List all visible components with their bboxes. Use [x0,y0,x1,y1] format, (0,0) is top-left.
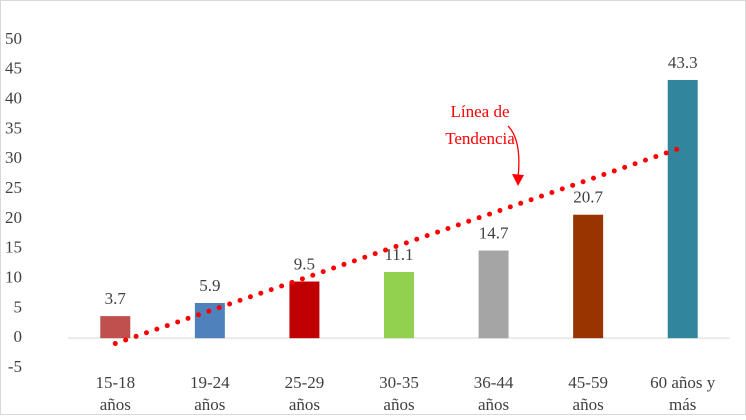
bar [100,316,131,339]
trendline [112,146,681,347]
y-tick-label: 10 [5,267,22,286]
y-tick-label: 0 [14,327,23,346]
bar [289,281,320,339]
x-tick-label: años [573,395,604,414]
x-tick-label: 25-29 [285,373,325,392]
bar [384,271,414,339]
y-tick-label: 35 [5,118,22,137]
value-label: 14.7 [479,223,509,242]
y-tick-label: 50 [5,29,22,48]
y-tick-label: 45 [5,59,22,78]
y-tick-label: 40 [5,89,22,108]
value-label: 43.3 [668,53,698,72]
x-tick-label: años [194,395,225,414]
x-tick-label: 60 años y [650,373,716,392]
x-tick-label: años [100,395,131,414]
bar [478,250,509,339]
trendline-arrowhead [512,174,524,186]
x-tick-label: años [383,395,414,414]
x-tick-label: años [289,395,320,414]
value-label: 9.5 [294,254,315,273]
value-label: 11.1 [384,245,413,264]
x-tick-label: 19-24 [190,373,230,392]
y-tick-label: 25 [5,178,22,197]
x-tick-label: 36-44 [474,373,514,392]
value-label: 5.9 [199,276,220,295]
trendline-label: Tendencia [445,129,515,148]
x-tick-label: más [669,395,696,414]
trendline-arrow [507,125,520,179]
y-tick-label: -5 [8,357,22,376]
bar [667,79,698,339]
x-tick-label: 15-18 [95,373,135,392]
value-label: 3.7 [105,289,127,308]
x-tick-label: 30-35 [379,373,419,392]
y-tick-label: 20 [5,208,22,227]
trendline-label: Línea de [451,102,510,121]
x-tick-label: 45-59 [568,373,608,392]
y-tick-label: 15 [5,238,22,257]
x-tick-label: años [478,395,509,414]
value-label: 20.7 [573,188,603,207]
y-tick-label: 5 [14,297,23,316]
y-tick-label: 30 [5,148,22,167]
bar [573,214,604,339]
